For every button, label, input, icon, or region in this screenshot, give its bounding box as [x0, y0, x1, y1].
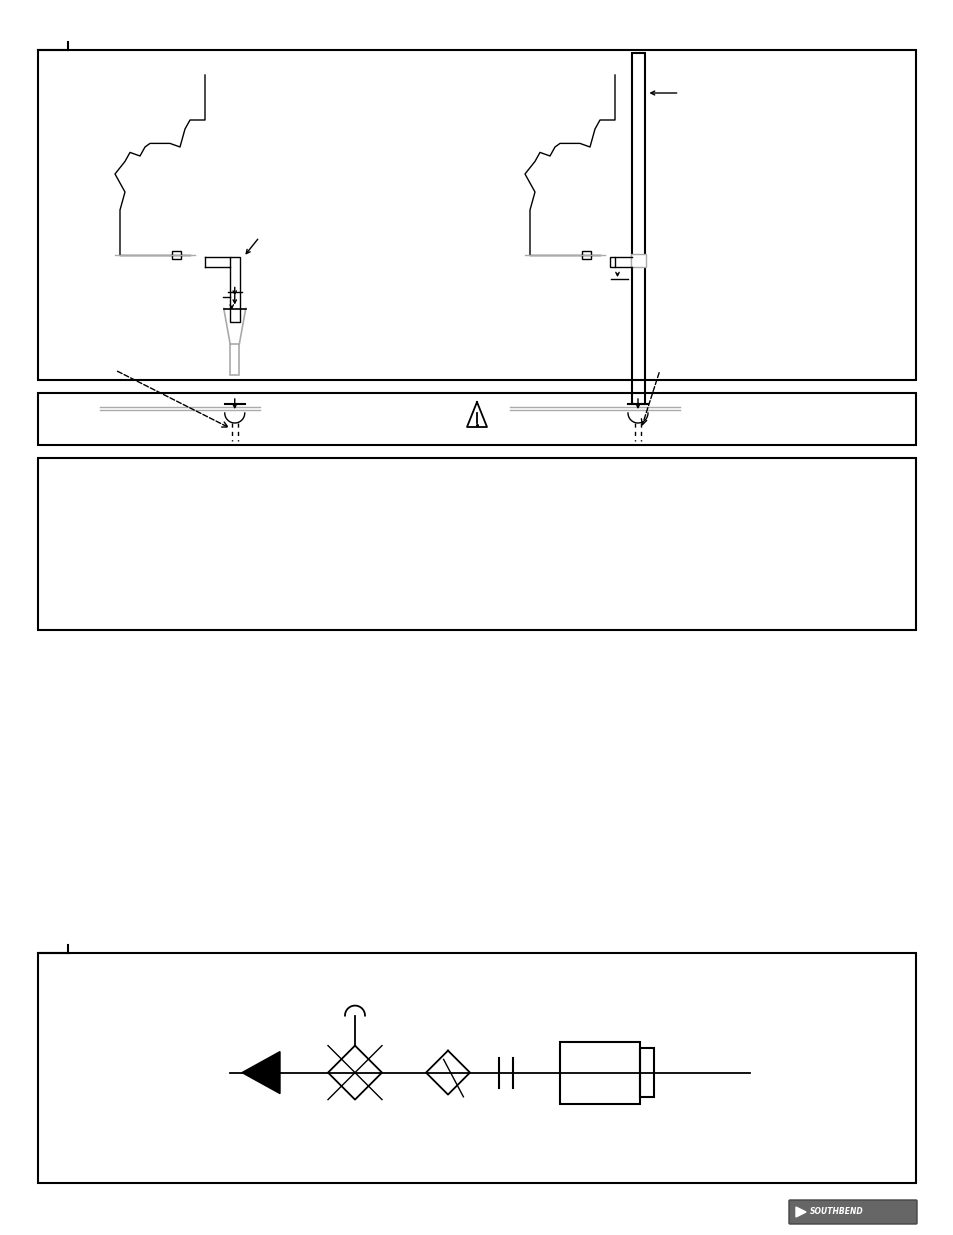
Bar: [38, 953, 915, 1183]
Bar: [639, 1049, 654, 1097]
Bar: [631, 53, 644, 404]
Bar: [38, 49, 915, 380]
Bar: [230, 345, 239, 374]
Bar: [581, 251, 590, 259]
FancyBboxPatch shape: [788, 1200, 916, 1224]
Polygon shape: [795, 1207, 805, 1216]
Text: SOUTHBEND: SOUTHBEND: [809, 1208, 862, 1216]
Bar: [609, 257, 615, 267]
Bar: [172, 251, 180, 259]
Bar: [559, 1041, 639, 1104]
Bar: [38, 393, 915, 445]
Bar: [630, 254, 645, 267]
Bar: [38, 458, 915, 630]
Polygon shape: [242, 1051, 280, 1094]
Bar: [230, 257, 239, 321]
